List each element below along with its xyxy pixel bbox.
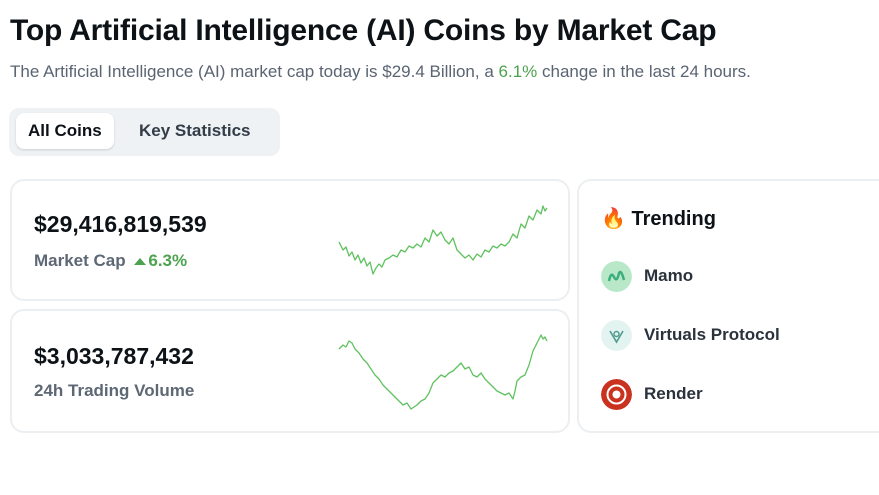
trending-item[interactable]: Virtuals Protocol xyxy=(601,318,780,352)
coin-icon xyxy=(601,319,632,351)
stat-value: $3,033,787,432 xyxy=(34,343,194,369)
stat-label: Market Cap 6.3% xyxy=(34,251,187,271)
tab[interactable]: Key Statistics xyxy=(139,121,251,140)
subtitle: The Artificial Intelligence (AI) market … xyxy=(10,62,751,82)
trending-title: 🔥 Trending xyxy=(601,206,716,231)
coin-icon xyxy=(601,378,632,410)
coin-name: Virtuals Protocol xyxy=(644,325,780,344)
stat-label: 24h Trading Volume xyxy=(34,381,195,400)
coin-name: Mamo xyxy=(644,266,694,285)
stat-card: $29,416,819,539 Market Cap 6.3% xyxy=(10,179,570,301)
tab-bar: All Coins Key Statistics xyxy=(9,108,280,156)
up-arrow xyxy=(134,258,147,265)
sparkline xyxy=(338,334,548,410)
trending-title-text: Trending xyxy=(631,208,716,230)
trending-item[interactable]: Render xyxy=(601,377,703,411)
subtitle-change: 6.1% xyxy=(498,62,538,81)
stat-label-text: Market Cap xyxy=(34,251,126,270)
page-title: Top Artificial Intelligence (AI) Coins b… xyxy=(10,14,717,47)
subtitle-text: The Artificial Intelligence (AI) market … xyxy=(10,62,494,81)
coin-name: Render xyxy=(644,384,703,403)
trending-card: 🔥 Trending Mamo Virtuals Protocol Render xyxy=(577,179,879,433)
stat-value: $29,416,819,539 xyxy=(34,211,207,237)
stat-change: 6.3% xyxy=(148,251,188,270)
tab[interactable]: All Coins xyxy=(16,113,114,149)
trending-icon: 🔥 xyxy=(601,208,626,230)
subtitle-text: change in the last 24 hours. xyxy=(542,62,751,81)
sparkline xyxy=(338,205,548,275)
trending-item[interactable]: Mamo xyxy=(601,259,693,293)
coin-icon xyxy=(601,260,632,292)
stat-card: $3,033,787,432 24h Trading Volume xyxy=(10,309,570,433)
